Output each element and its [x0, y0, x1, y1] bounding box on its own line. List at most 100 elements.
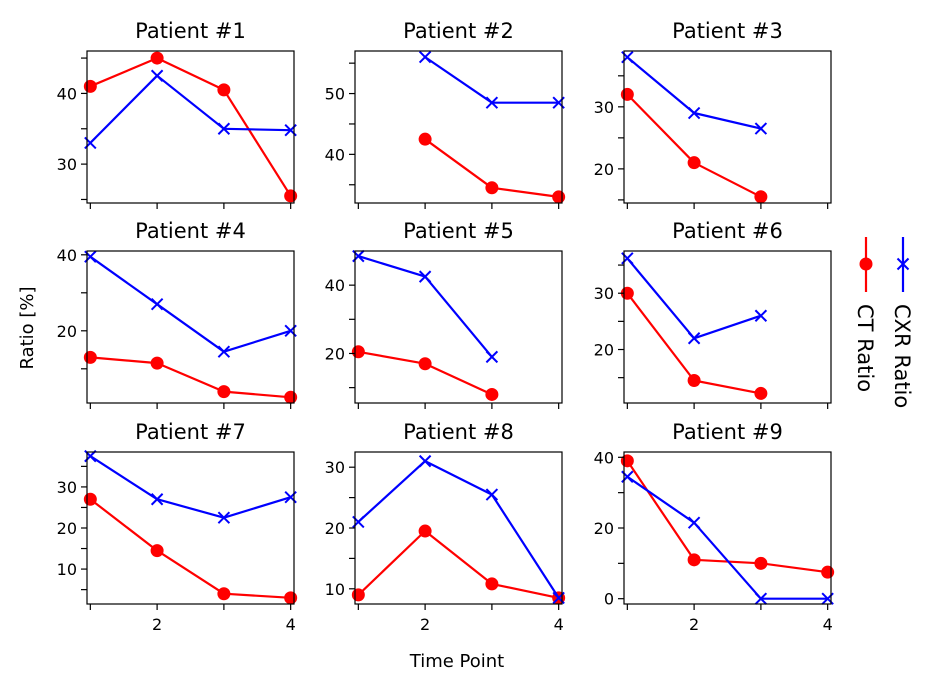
y-tick-label: 50 [325, 85, 345, 104]
series-line-cxr-ratio [89, 255, 292, 353]
y-tick-label: 30 [594, 98, 614, 117]
subplot-title: Patient #6 [672, 219, 783, 243]
series-line-cxr-ratio [626, 257, 762, 340]
x-tick-label: 4 [823, 615, 833, 634]
data-point [150, 297, 164, 311]
y-tick-label: 30 [57, 478, 77, 497]
data-point [217, 345, 231, 358]
data-point [754, 592, 768, 605]
x-tick-label: 4 [286, 615, 296, 634]
data-point [217, 122, 231, 135]
series-line-cxr-ratio [89, 455, 292, 519]
data-point [485, 387, 499, 401]
series-line-cxr-ratio [89, 74, 291, 144]
subplot-patient-1: Patient #1 30 40 [57, 19, 298, 209]
axes-frame [623, 250, 832, 404]
data-point [150, 493, 164, 506]
data-point [217, 83, 231, 97]
y-tick-label: 20 [57, 322, 77, 341]
series-line-ct-ratio [357, 529, 559, 599]
subplot-title: Patient #7 [135, 420, 246, 444]
data-point [687, 553, 701, 567]
data-point [217, 587, 231, 601]
y-tick-label: 20 [594, 160, 614, 179]
y-tick-label: 10 [325, 580, 345, 599]
legend-label: CT Ratio [853, 304, 877, 392]
series-line-ct-ratio [89, 56, 292, 197]
y-tick-label: 40 [594, 448, 614, 467]
data-point [754, 556, 768, 570]
data-point [754, 309, 768, 322]
data-point [485, 181, 499, 195]
x-tick-label: 2 [152, 615, 162, 634]
subplot-patient-9: Patient #9 0 20 40 2 4 [594, 420, 835, 634]
series-line-cxr-ratio [626, 475, 828, 600]
y-axis-label: Ratio [%] [17, 286, 38, 369]
data-point [418, 270, 432, 283]
subplot-title: Patient #2 [403, 19, 514, 43]
legend-label: CXR Ratio [890, 304, 914, 408]
data-point [418, 357, 432, 371]
subplot-patient-2: Patient #2 40 50 [325, 19, 566, 209]
series-line-ct-ratio [90, 356, 291, 399]
y-tick-label: 20 [594, 341, 614, 360]
data-point [150, 356, 164, 370]
y-tick-label: 10 [57, 560, 77, 579]
data-point [150, 544, 164, 558]
data-point [83, 79, 97, 93]
subplot-patient-4: Patient #4 20 40 [57, 219, 298, 409]
data-point [150, 69, 164, 82]
subplot-patient-6: Patient #6 20 30 [594, 219, 832, 409]
data-point [485, 488, 499, 501]
subplot-patient-5: Patient #5 20 40 [325, 219, 563, 409]
series-line-cxr-ratio [357, 255, 493, 358]
y-tick-label: 20 [57, 519, 77, 538]
axes-frame [354, 250, 563, 404]
y-tick-label: 0 [604, 590, 614, 609]
series-line-ct-ratio [626, 460, 828, 574]
x-tick-label: 2 [420, 615, 430, 634]
series-line-ct-ratio [89, 498, 291, 599]
axes-frame [623, 50, 832, 204]
data-point [351, 588, 365, 602]
subplot-patient-7: Patient #7 10 20 30 2 4 [57, 420, 298, 634]
data-point [284, 591, 298, 605]
series-line-cxr-ratio [424, 56, 559, 104]
y-tick-label: 30 [57, 155, 77, 174]
y-tick-label: 40 [325, 145, 345, 164]
legend-marker [859, 257, 873, 271]
data-point [83, 350, 97, 364]
x-tick-label: 4 [554, 615, 564, 634]
data-point [620, 454, 634, 468]
series-line-cxr-ratio [357, 460, 560, 599]
data-point [687, 106, 701, 120]
subplot-title: Patient #4 [135, 219, 246, 243]
data-point [217, 385, 231, 399]
series-line-ct-ratio [626, 93, 762, 198]
data-point [552, 190, 566, 204]
data-point [485, 350, 499, 364]
data-point [687, 373, 701, 387]
y-tick-label: 30 [325, 458, 345, 477]
data-point [418, 524, 432, 538]
subplot-title: Patient #3 [672, 19, 783, 43]
x-tick-label: 2 [689, 615, 699, 634]
data-point [754, 190, 768, 204]
legend-entry-ct-ratio: CT Ratio [853, 237, 877, 392]
data-point [351, 345, 365, 359]
legend: CT Ratio CXR Ratio [853, 237, 914, 408]
subplot-title: Patient #5 [403, 219, 514, 243]
axes-frame [623, 451, 832, 605]
subplot-title: Patient #1 [135, 19, 246, 43]
axes-frame [86, 250, 295, 404]
y-tick-label: 40 [325, 276, 345, 295]
series-line-cxr-ratio [626, 56, 762, 130]
axes-frame [354, 451, 563, 605]
data-point [418, 50, 432, 64]
data-point [284, 189, 298, 203]
y-tick-label: 40 [57, 246, 77, 265]
data-point [418, 132, 432, 146]
data-point [284, 390, 298, 404]
